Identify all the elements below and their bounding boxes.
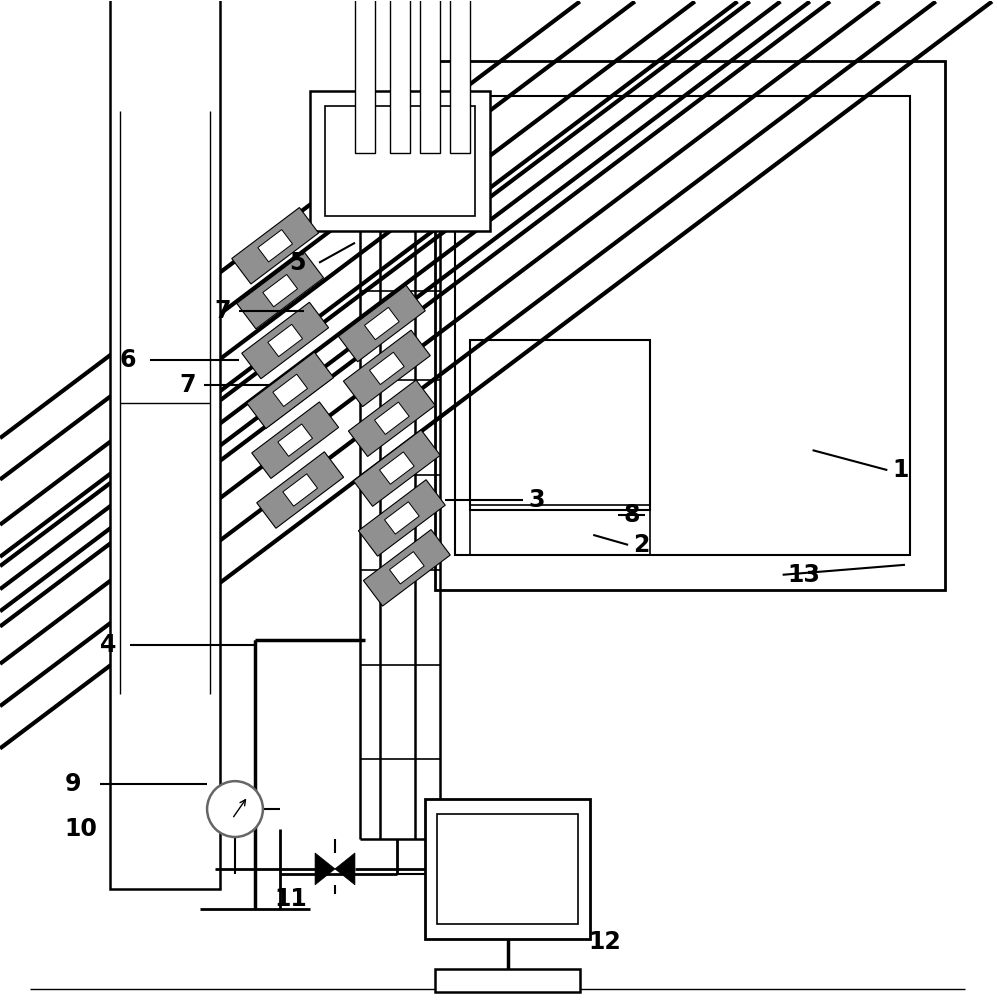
Text: 5: 5 — [289, 251, 306, 275]
Text: 11: 11 — [274, 887, 307, 911]
Bar — [470, 340, 650, 510]
Polygon shape — [315, 853, 355, 885]
Polygon shape — [348, 380, 436, 456]
Bar — [435, 61, 945, 590]
Polygon shape — [246, 352, 334, 429]
Bar — [310, 91, 490, 231]
Polygon shape — [268, 324, 302, 357]
Polygon shape — [375, 402, 409, 434]
Bar — [425, 799, 590, 939]
Polygon shape — [390, 552, 424, 584]
Bar — [390, 0, 410, 153]
Text: 3: 3 — [528, 488, 545, 512]
Bar — [325, 106, 475, 216]
Polygon shape — [251, 402, 339, 478]
Polygon shape — [365, 307, 399, 340]
Circle shape — [207, 781, 263, 837]
Text: 4: 4 — [100, 633, 116, 657]
Bar — [435, 969, 580, 992]
Text: 13: 13 — [788, 563, 821, 587]
Bar — [420, 0, 440, 153]
Polygon shape — [370, 352, 404, 385]
Polygon shape — [263, 274, 297, 307]
Bar — [470, 505, 650, 555]
Text: 7: 7 — [214, 299, 231, 323]
Polygon shape — [363, 530, 451, 606]
Polygon shape — [385, 502, 419, 534]
Bar — [150, 0, 210, 679]
Polygon shape — [278, 424, 312, 456]
Polygon shape — [241, 302, 329, 379]
Polygon shape — [273, 374, 307, 406]
Polygon shape — [358, 480, 446, 556]
Bar — [450, 0, 470, 153]
Text: 8: 8 — [623, 503, 640, 527]
Text: 2: 2 — [633, 533, 649, 557]
Bar — [437, 814, 578, 924]
Polygon shape — [353, 430, 441, 506]
Text: 9: 9 — [65, 772, 82, 796]
Bar — [455, 96, 910, 555]
Polygon shape — [258, 230, 292, 262]
Polygon shape — [231, 208, 319, 284]
Bar — [110, 0, 220, 889]
Polygon shape — [380, 452, 414, 484]
Text: 1: 1 — [892, 458, 908, 482]
Text: 6: 6 — [120, 348, 137, 372]
Polygon shape — [283, 474, 317, 506]
Polygon shape — [236, 252, 324, 329]
Text: 7: 7 — [179, 373, 196, 397]
Bar — [355, 0, 375, 153]
Polygon shape — [343, 330, 431, 407]
Polygon shape — [338, 285, 426, 362]
Text: 10: 10 — [65, 817, 98, 841]
Polygon shape — [256, 452, 344, 528]
Text: 12: 12 — [588, 930, 621, 954]
